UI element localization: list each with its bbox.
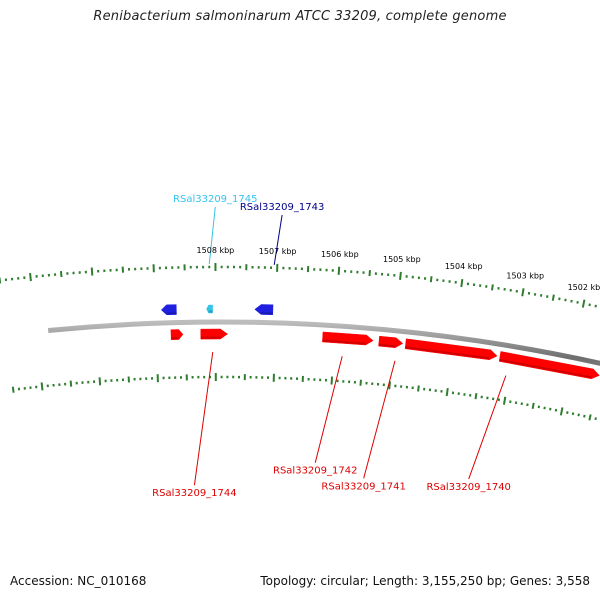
minor-tick (431, 276, 432, 282)
minor-tick (589, 304, 590, 306)
leader-rsal33209-1744 (194, 352, 212, 485)
gene-features (161, 304, 599, 378)
inner-tick-track (13, 373, 600, 449)
minor-tick (578, 414, 579, 416)
gene-label-rsal33209-1744: RSal33209_1744 (152, 488, 236, 499)
minor-tick (13, 387, 14, 393)
major-tick (447, 388, 448, 396)
kbp-label-1503: 1503 kbp (506, 271, 544, 280)
leader-rsal33209-1742 (315, 356, 342, 462)
leader-rsal33209-1741 (364, 361, 395, 479)
kbp-label-1508: 1508 kbp (197, 246, 235, 255)
leader-rsal33209-1745 (209, 207, 215, 264)
gene-label-rsal33209-1742: RSal33209_1742 (273, 466, 357, 477)
major-tick (339, 267, 340, 275)
major-tick (42, 382, 43, 390)
minor-tick (584, 415, 585, 417)
kbp-label-1502: 1502 kbp (568, 283, 600, 292)
kbp-tick-labels: 1502 kbp 1503 kbp 1504 kbp 1505 kbp 1506 kbp… (197, 246, 600, 292)
minor-tick (492, 284, 493, 290)
major-tick (504, 397, 505, 405)
major-tick (522, 288, 523, 296)
minor-tick (71, 381, 72, 387)
leader-rsal33209-1743 (274, 215, 282, 265)
accession-text: Accession: NC_010168 (10, 574, 146, 588)
minor-tick (533, 403, 534, 409)
leader-rsal33209-1740 (469, 376, 506, 479)
major-tick (332, 377, 333, 385)
minor-tick (61, 271, 62, 277)
major-tick (583, 300, 585, 308)
kbp-label-1507: 1507 kbp (259, 247, 297, 256)
genome-map: 1502 kbp 1503 kbp 1504 kbp 1505 kbp 1506 kbp… (0, 0, 600, 600)
major-tick (461, 279, 462, 287)
minor-tick (595, 305, 596, 307)
kbp-label-1504: 1504 kbp (445, 262, 483, 271)
minor-tick (476, 393, 477, 399)
gene-label-rsal33209-1741: RSal33209_1741 (321, 481, 405, 492)
minor-tick (573, 413, 574, 415)
kbp-label-1506: 1506 kbp (321, 250, 359, 259)
minor-tick (567, 411, 568, 413)
gene-rsal33209-1740 (499, 351, 599, 378)
minor-tick (553, 295, 554, 301)
minor-tick (589, 414, 590, 420)
major-tick (100, 377, 101, 385)
gene-label-rsal33209-1740: RSal33209_1740 (426, 482, 510, 493)
major-tick (92, 268, 93, 276)
kbp-label-1505: 1505 kbp (383, 255, 421, 264)
minor-tick (418, 385, 419, 391)
major-tick (30, 273, 31, 281)
genome-summary-text: Topology: circular; Length: 3,155,250 bp… (260, 574, 590, 588)
minor-tick (595, 417, 596, 419)
major-tick (400, 272, 401, 280)
gene-label-rsal33209-1745: RSal33209_1745 (173, 194, 257, 205)
major-tick (561, 407, 563, 415)
